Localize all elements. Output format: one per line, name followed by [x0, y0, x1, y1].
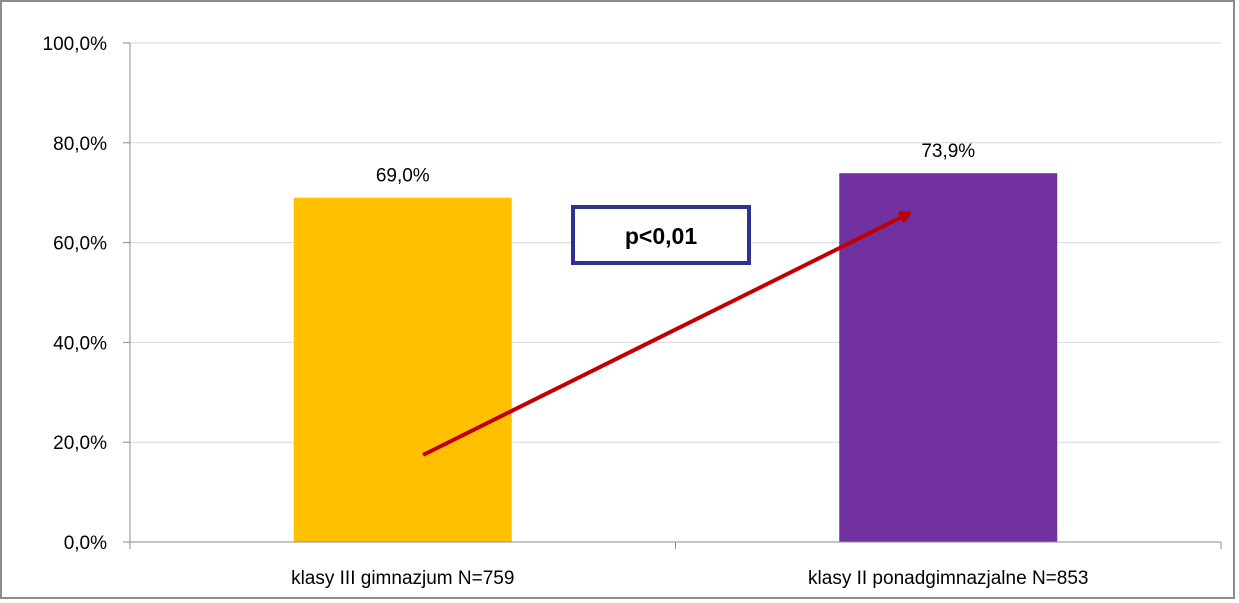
trend-arrow	[422, 214, 908, 457]
axes	[123, 42, 1222, 549]
y-tick-label: 40,0%	[53, 333, 107, 354]
y-tick-label: 20,0%	[53, 433, 107, 454]
y-tick-label: 100,0%	[43, 34, 108, 55]
bar	[293, 197, 512, 542]
p-value-text: p<0,01	[625, 223, 697, 249]
y-tick-label: 60,0%	[53, 234, 107, 255]
significance-annotation: p<0,01	[422, 205, 908, 457]
labels: 0,0% 20,0% 40,0% 60,0% 80,0% 100,0% 69,0% klasy…	[43, 34, 1089, 589]
bar-value-label: 69,0%	[376, 166, 430, 187]
y-tick-label: 0,0%	[64, 533, 107, 554]
bars	[293, 173, 1058, 542]
x-category-label: klasy III gimnazjum N=759	[291, 568, 514, 589]
y-tick-label: 80,0%	[53, 134, 107, 155]
bar	[839, 173, 1058, 542]
x-category-label: klasy II ponadgimnazjalne N=853	[808, 568, 1088, 589]
bar-value-label: 73,9%	[921, 141, 975, 162]
p-value-box	[571, 205, 751, 265]
